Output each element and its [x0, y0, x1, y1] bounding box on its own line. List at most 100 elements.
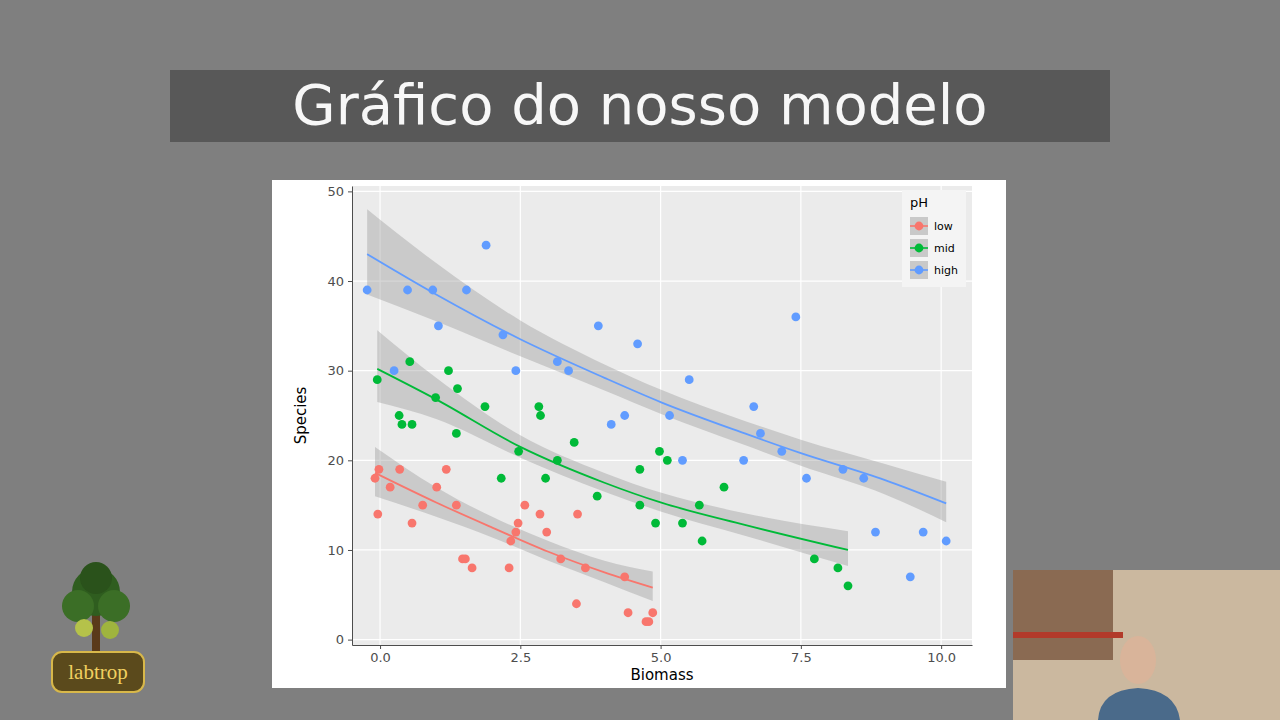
x-tick: 7.5: [791, 645, 812, 665]
legend-key-point: [915, 266, 924, 275]
point: [398, 420, 407, 429]
y-axis-title: Species: [292, 386, 310, 444]
point: [635, 501, 644, 510]
webcam-person-head: [1120, 636, 1156, 684]
legend-label: high: [934, 264, 958, 277]
y-tick-mark: [348, 281, 352, 282]
point: [395, 465, 404, 474]
point: [514, 519, 523, 528]
logo-canopy: [101, 621, 119, 639]
y-tick-label: 40: [327, 274, 344, 289]
confidence-band: [367, 209, 946, 522]
y-grid-line: [352, 639, 972, 640]
point: [442, 465, 451, 474]
point: [633, 339, 642, 348]
x-tick-mark: [380, 645, 381, 649]
x-tick-label: 7.5: [791, 650, 812, 665]
point: [678, 519, 687, 528]
point: [497, 474, 506, 483]
point: [802, 474, 811, 483]
webcam-shelf-board: [1013, 632, 1123, 638]
y-tick-mark: [348, 460, 352, 461]
y-tick: 50: [327, 184, 352, 199]
point: [405, 357, 414, 366]
x-axis: 0.02.55.07.510.0: [353, 645, 973, 665]
point: [520, 501, 529, 510]
point: [739, 456, 748, 465]
y-tick-label: 20: [327, 453, 344, 468]
point: [720, 483, 729, 492]
x-grid-line: [660, 186, 661, 645]
y-grid-line: [352, 191, 972, 192]
point: [408, 519, 417, 528]
y-axis: 0 10 20 30 40 50: [327, 184, 352, 647]
point: [906, 572, 915, 581]
legend-key: [910, 239, 928, 257]
point: [607, 420, 616, 429]
point: [386, 483, 395, 492]
point: [373, 375, 382, 384]
point: [453, 384, 462, 393]
legend: pHlowmidhigh: [902, 190, 966, 287]
point: [482, 241, 491, 250]
point: [444, 366, 453, 375]
point: [698, 537, 707, 546]
point: [541, 474, 550, 483]
point: [685, 375, 694, 384]
point: [468, 564, 477, 573]
x-tick-mark: [520, 645, 521, 649]
point: [534, 402, 543, 411]
point: [564, 366, 573, 375]
y-grid-line: [352, 549, 972, 550]
point: [834, 564, 843, 573]
plot-marks: [363, 209, 951, 626]
point: [408, 420, 417, 429]
logo-plate: [52, 652, 144, 692]
webcam-person-body: [1098, 688, 1180, 720]
logo-trunk: [92, 610, 100, 654]
logo-canopy: [62, 590, 94, 622]
point: [432, 483, 441, 492]
x-tick: 10.0: [927, 645, 956, 665]
x-grid-line: [520, 186, 521, 645]
y-tick-label: 50: [327, 184, 344, 199]
point: [418, 501, 427, 510]
plot-background: [352, 186, 972, 645]
point: [810, 555, 819, 564]
y-tick: 10: [327, 543, 352, 558]
background: [0, 0, 1280, 720]
point: [942, 537, 951, 546]
legend-label: low: [934, 220, 953, 233]
fit-line: [367, 254, 946, 503]
y-tick-mark: [348, 640, 352, 641]
y-tick: 30: [327, 363, 352, 378]
point: [791, 312, 800, 321]
point: [624, 608, 633, 617]
point: [363, 286, 372, 295]
point: [403, 286, 412, 295]
x-tick-label: 0.0: [370, 650, 391, 665]
fit-line: [377, 369, 848, 550]
point: [594, 321, 603, 330]
grid: [352, 186, 972, 645]
point: [648, 608, 657, 617]
x-tick-label: 2.5: [510, 650, 531, 665]
y-tick: 40: [327, 274, 352, 289]
x-tick-label: 10.0: [927, 650, 956, 665]
point: [434, 321, 443, 330]
point: [663, 456, 672, 465]
point: [635, 465, 644, 474]
point: [542, 528, 551, 537]
point: [395, 411, 404, 420]
webcam-inset: [1013, 570, 1280, 720]
point: [756, 429, 765, 438]
y-axis-line: [352, 187, 353, 646]
point: [573, 510, 582, 519]
point: [570, 438, 579, 447]
slide: Gráfico do nosso modelo0.02.55.07.510.00…: [0, 0, 1280, 720]
point: [452, 429, 461, 438]
point: [678, 456, 687, 465]
point: [452, 501, 461, 510]
y-tick: 0: [336, 632, 352, 647]
point: [695, 501, 704, 510]
